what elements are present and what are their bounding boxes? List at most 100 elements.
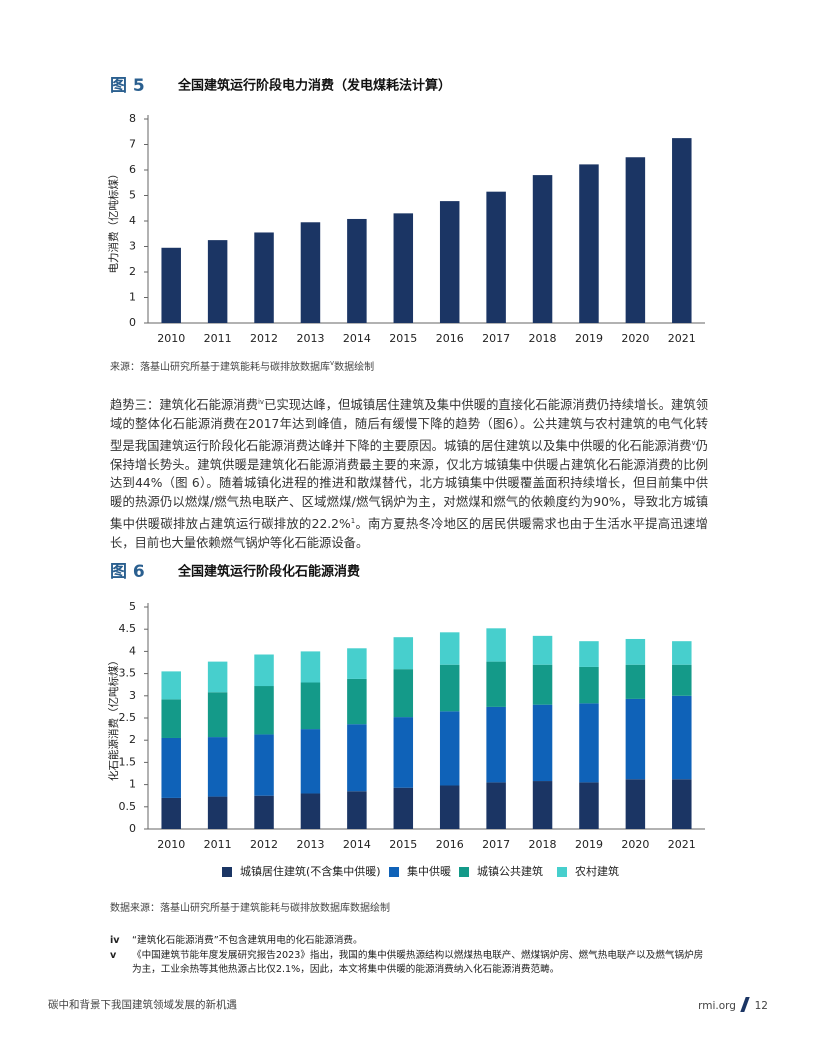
y-tick-label: 4.5	[119, 622, 137, 635]
x-tick-label: 2010	[157, 838, 185, 851]
bar	[300, 222, 321, 323]
bar-segment	[254, 654, 274, 687]
paragraph-text: 已实现达峰，但城镇居住建筑及集中供暖的直接化石能源消费仍持续增长。建筑领域的整体…	[110, 398, 708, 453]
bar-segment	[300, 729, 321, 794]
y-tick-label: 1	[129, 778, 136, 791]
bar-segment	[439, 785, 460, 829]
legend-label: 农村建筑	[575, 864, 619, 878]
x-tick-label: 2014	[343, 332, 371, 345]
y-tick-label: 3	[129, 240, 136, 253]
source-text: 数据来源：落基山研究所基于建筑能耗与碳排放数据库数据绘制	[110, 901, 390, 914]
bar-segment	[254, 686, 274, 735]
bar-segment	[672, 664, 692, 696]
bar-segment	[207, 796, 228, 829]
footer-page-number: 12	[754, 1000, 768, 1012]
y-tick-label: 0.5	[119, 800, 137, 813]
bar-segment	[393, 669, 414, 718]
bar	[486, 191, 506, 323]
y-axis-label: 化石能源消费（亿吨标煤）	[107, 655, 120, 781]
bar-segment	[347, 648, 367, 679]
y-tick-label: 1.5	[119, 755, 137, 768]
bar-segment	[393, 787, 414, 829]
bar-segment	[347, 791, 367, 829]
chart-title: 全国建筑运行阶段化石能源消费	[177, 564, 360, 580]
chart-source: 数据来源：落基山研究所基于建筑能耗与碳排放数据库数据绘制	[110, 901, 390, 914]
y-axis-label: 电力消费（亿吨标煤）	[107, 169, 120, 274]
y-tick-label: 2	[129, 265, 136, 278]
x-tick-label: 2017	[482, 332, 510, 345]
x-tick-label: 2013	[296, 838, 324, 851]
x-tick-label: 2011	[204, 332, 232, 345]
bar-segment	[300, 793, 321, 829]
footnote: v 《中国建筑节能年度发展研究报告2023》指出，我国的集中供暖热源结构以燃煤热电…	[110, 949, 710, 976]
y-tick-label: 5	[129, 600, 136, 613]
bar-segment	[532, 635, 553, 665]
bar-segment	[300, 651, 321, 683]
footer-site: rmi.org	[698, 1000, 736, 1012]
x-tick-label: 2020	[621, 838, 649, 851]
bar	[207, 240, 228, 323]
bar	[393, 213, 414, 323]
bar-segment	[393, 717, 414, 788]
bar-segment	[347, 678, 367, 725]
bar	[579, 164, 599, 323]
bar-segment	[161, 699, 181, 738]
x-tick-label: 2010	[157, 332, 185, 345]
y-tick-label: 1	[129, 291, 136, 304]
x-tick-label: 2018	[529, 332, 557, 345]
footnote-ref: 1	[350, 516, 356, 525]
x-tick-label: 2019	[575, 332, 603, 345]
bar-segment	[207, 737, 228, 797]
bar-segment	[393, 637, 414, 670]
x-tick-label: 2016	[436, 332, 464, 345]
legend-swatch	[557, 867, 567, 877]
bar-segment	[439, 711, 460, 786]
bar	[625, 157, 646, 323]
y-tick-label: 2.5	[119, 711, 137, 724]
source-text: 来源：落基山研究所基于建筑能耗与碳排放数据库	[110, 360, 330, 373]
x-tick-label: 2017	[482, 838, 510, 851]
bar-segment	[439, 664, 460, 712]
x-tick-label: 2018	[529, 838, 557, 851]
bar	[347, 218, 367, 323]
legend-swatch	[389, 867, 399, 877]
bar-segment	[254, 795, 274, 829]
x-tick-label: 2012	[250, 838, 278, 851]
figure-label: 图 5	[110, 76, 145, 96]
bar-segment	[532, 781, 553, 829]
footnote-mark: v	[110, 950, 117, 961]
body-paragraph: 趋势三：建筑化石能源消费iv已实现达峰，但城镇居住建筑及集中供暖的直接化石能源消…	[110, 393, 708, 553]
y-tick-label: 4	[129, 214, 136, 227]
bar-segment	[625, 779, 646, 829]
bar-segment	[161, 671, 181, 700]
legend-label: 城镇公共建筑	[477, 864, 543, 878]
x-tick-label: 2015	[389, 332, 417, 345]
legend-label: 城镇居住建筑(不含集中供暖)	[240, 864, 381, 878]
bar	[161, 247, 181, 323]
footnote-ref: iv	[257, 398, 265, 406]
footnote: iv “建筑化石能源消费”不包含建筑用电的化石能源消费。	[110, 934, 710, 948]
figure-5: 图 5 全国建筑运行阶段电力消费（发电煤耗法计算） 电力消费（亿吨标煤） 0 1 2 3 4 5…	[107, 76, 705, 373]
x-tick-label: 2012	[250, 332, 278, 345]
bar-segment	[625, 664, 646, 699]
y-tick-label: 2	[129, 733, 136, 746]
footnote-ref: v	[691, 438, 696, 447]
x-tick-label: 2011	[204, 838, 232, 851]
source-text-end: 数据绘制	[334, 360, 374, 373]
y-tick-label: 8	[129, 112, 136, 125]
bar-segment	[207, 661, 228, 693]
footnote-text: 《中国建筑节能年度发展研究报告2023》指出，我国的集中供暖热源结构以燃煤热电联…	[132, 950, 704, 975]
y-tick-label: 5	[129, 189, 136, 202]
bar-segment	[672, 695, 692, 780]
footer-slash	[740, 997, 751, 1012]
bar-segment	[300, 682, 321, 730]
x-tick-label: 2021	[668, 838, 696, 851]
x-tick-label: 2015	[389, 838, 417, 851]
bar-segment	[672, 779, 692, 829]
bar	[439, 201, 460, 323]
footer-title: 碳中和背景下我国建筑领域发展的新机遇	[48, 999, 237, 1011]
bar	[254, 232, 274, 323]
bar-segment	[625, 638, 646, 665]
x-tick-label: 2016	[436, 838, 464, 851]
